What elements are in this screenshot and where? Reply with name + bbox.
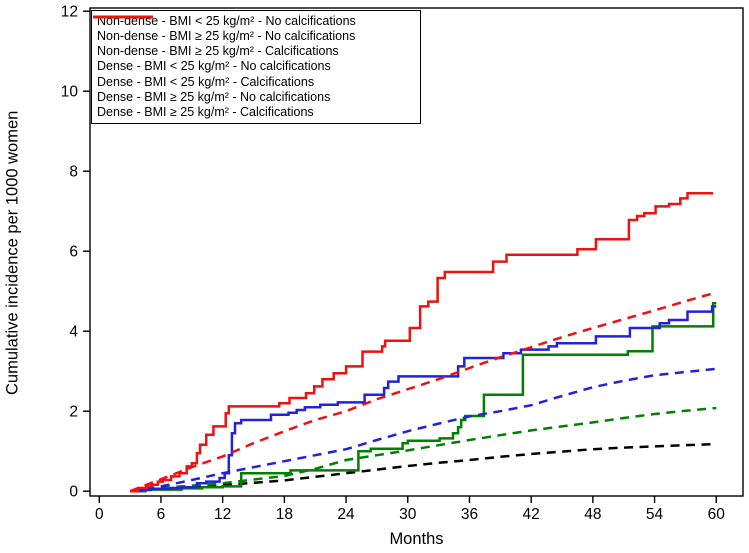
x-tick-label: 60: [708, 506, 726, 523]
legend-label: Dense - BMI < 25 kg/m² - No calcificatio…: [97, 59, 331, 74]
legend-label: Non-dense - BMI ≥ 25 kg/m² - No calcific…: [97, 29, 356, 44]
series-line-nondense-bmi-ge25-nocalc: [129, 406, 717, 493]
legend-item-dense-bmi-lt25-calc: Dense - BMI < 25 kg/m² - Calcifications: [93, 15, 416, 89]
series-line-dense-bmi-lt25-nocalc: [129, 367, 717, 493]
y-tick-label: 8: [69, 164, 78, 181]
y-axis-title: Cumulative incidence per 1000 women: [3, 110, 22, 396]
legend-item-dense-bmi-ge25-nocalc: Dense - BMI ≥ 25 kg/m² - No calcificatio…: [93, 15, 416, 104]
x-tick-label: 42: [523, 506, 540, 523]
x-tick-label: 18: [276, 506, 293, 523]
x-tick-label: 6: [157, 506, 166, 523]
y-tick-label: 6: [69, 244, 78, 261]
series-line-dense-bmi-ge25-calc: [130, 191, 714, 493]
x-tick-label: 30: [399, 506, 417, 523]
series-line-dense-bmi-ge25-nocalc: [129, 291, 717, 493]
legend-label: Dense - BMI ≥ 25 kg/m² - No calcificatio…: [97, 89, 331, 104]
y-tick-label: 4: [69, 324, 78, 341]
legend-item-nondense-bmi-ge25-calc: Non-dense - BMI ≥ 25 kg/m² - Calcificati…: [93, 15, 416, 59]
x-tick-label: 54: [646, 506, 664, 523]
y-tick-label: 10: [61, 84, 79, 101]
legend-label: Dense - BMI < 25 kg/m² - Calcifications: [97, 74, 315, 89]
legend: Non-dense - BMI < 25 kg/m² - No calcific…: [91, 10, 421, 124]
x-tick-label: 12: [214, 506, 231, 523]
legend-line-dense-bmi-ge25-calc: [93, 15, 153, 19]
y-tick-label: 0: [69, 484, 78, 501]
x-tick-label: 0: [95, 506, 104, 523]
y-tick-label: 12: [61, 4, 78, 21]
legend-label: Non-dense - BMI < 25 kg/m² - No calcific…: [97, 14, 356, 29]
series-line-dense-bmi-lt25-calc: [132, 305, 717, 493]
legend-item-dense-bmi-lt25-nocalc: Dense - BMI < 25 kg/m² - No calcificatio…: [93, 15, 416, 74]
x-tick-label: 48: [584, 506, 601, 523]
legend-label: Dense - BMI ≥ 25 kg/m² - Calcifications: [97, 104, 314, 119]
x-tick-label: 36: [461, 506, 478, 523]
y-tick-label: 2: [69, 404, 78, 421]
legend-item-nondense-bmi-ge25-nocalc: Non-dense - BMI ≥ 25 kg/m² - No calcific…: [93, 15, 416, 44]
x-axis-title: Months: [389, 530, 444, 548]
legend-label: Non-dense - BMI ≥ 25 kg/m² - Calcificati…: [97, 44, 339, 59]
series-line-nondense-bmi-lt25-nocalc: [130, 442, 717, 493]
legend-item-dense-bmi-ge25-calc: Dense - BMI ≥ 25 kg/m² - Calcifications: [93, 15, 416, 119]
plot-frame: [89, 7, 744, 497]
x-tick-label: 24: [337, 506, 355, 523]
series-line-nondense-bmi-ge25-calc: [135, 301, 717, 493]
